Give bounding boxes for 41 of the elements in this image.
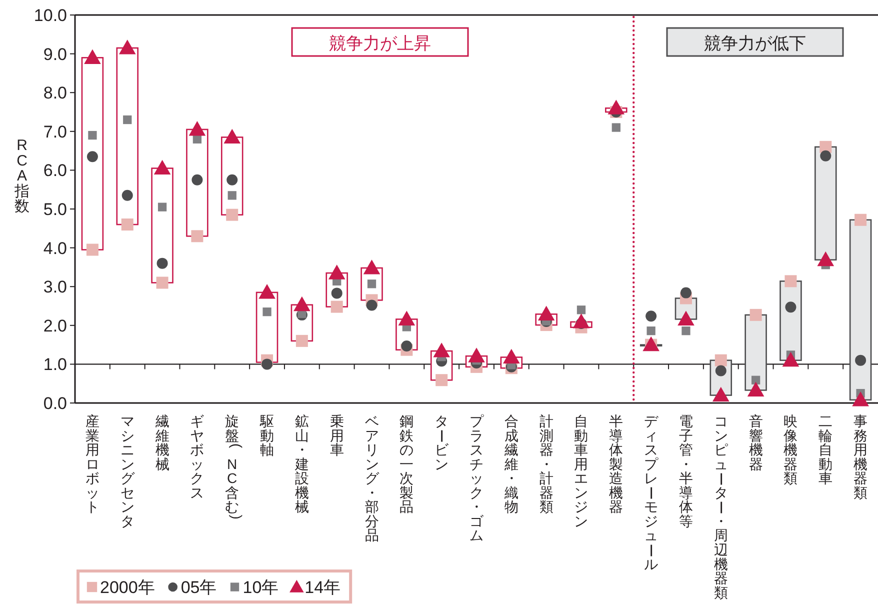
- legend-label: 05年: [180, 578, 217, 597]
- y-tick-label: 9.0: [43, 44, 67, 64]
- x-tick-label: 事務用機器類: [854, 413, 868, 500]
- annotation: 競争力が上昇: [329, 34, 431, 53]
- y-tick-label: 1.0: [43, 355, 67, 374]
- x-tick-label: 二輪自動車: [818, 413, 833, 486]
- x-tick-label: 半導体製造機器: [609, 413, 624, 515]
- legend-label: 2000年: [100, 578, 155, 597]
- legend-label: 14年: [304, 578, 341, 597]
- x-tick-label: 鉱山・建設機械: [294, 413, 309, 515]
- y-tick-label: 3.0: [43, 278, 67, 297]
- category-label: ベアリング・部分品: [364, 413, 379, 544]
- x-tick-label: 計測器・計器類: [539, 413, 554, 515]
- x-tick-label: 音響機器: [748, 413, 763, 472]
- category-label: プラスチック・ゴム: [470, 413, 484, 544]
- x-tick-label: 映像機器類: [784, 413, 798, 486]
- legend-label: 10年: [242, 578, 279, 597]
- x-tick-label: 繊維機械: [154, 413, 170, 472]
- x-tick-label: 自動車用エンジン: [574, 413, 588, 529]
- x-tick-label: 駆動軸: [259, 413, 274, 458]
- y-tick-label: 7.0: [43, 122, 67, 142]
- x-tick-label: 産業用ロボット: [85, 413, 100, 515]
- x-tick-label: タービン: [434, 413, 450, 472]
- category-label: コンピューター・周辺機器類: [712, 413, 729, 600]
- y-tick-label: 10.0: [34, 6, 67, 25]
- y-tick-label: 6.0: [43, 161, 67, 180]
- x-tick-label: 鋼鉄の一次製品: [400, 413, 414, 515]
- category-label: ディスプレーモジュール: [643, 413, 660, 572]
- annotation: 競争力が低下: [704, 34, 806, 53]
- x-tick-label: 電子管・半導体等: [678, 413, 693, 529]
- y-tick-label: 2.0: [43, 316, 67, 336]
- y-tick-label: 4.0: [43, 238, 67, 258]
- y-tick-label: 5.0: [43, 200, 67, 219]
- y-tick-label: 0.0: [43, 394, 67, 413]
- y-tick-label: 8.0: [43, 84, 67, 103]
- x-tick-label: 旋盤(NC含む): [225, 413, 245, 520]
- x-tick-label: マシニングセンタ: [120, 413, 136, 529]
- y-axis-title: RCA指数: [14, 137, 30, 216]
- x-tick-label: ギヤボックス: [190, 413, 204, 500]
- x-tick-label: 乗用車: [330, 413, 344, 458]
- x-tick-label: 合成繊維・織物: [503, 413, 518, 515]
